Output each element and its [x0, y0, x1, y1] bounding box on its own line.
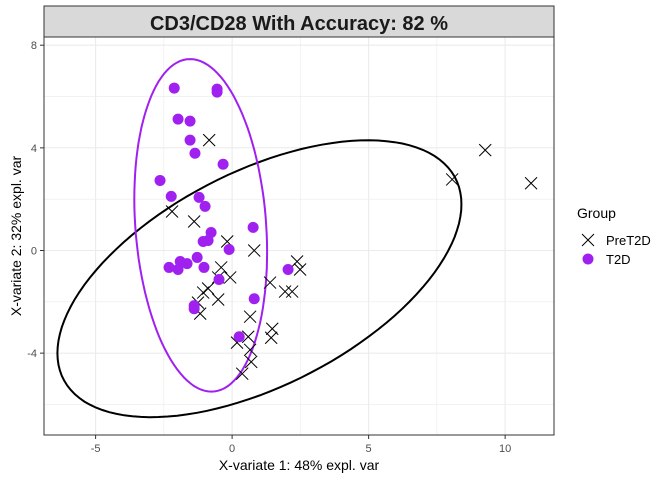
point-t2d	[233, 331, 245, 343]
point-t2d	[172, 113, 184, 125]
point-pret2d	[235, 367, 249, 381]
grid	[44, 37, 554, 435]
legend-title: Group	[577, 205, 616, 221]
point-t2d	[217, 158, 229, 170]
point-t2d	[282, 263, 294, 275]
point-t2d	[189, 147, 201, 159]
point-pret2d	[247, 244, 261, 257]
legend-label: T2D	[606, 252, 631, 267]
y-tick-label: -4	[27, 348, 37, 360]
y-axis-label: X-variate 2: 32% expl. var	[8, 156, 24, 317]
plot-background	[44, 37, 554, 435]
point-pret2d	[243, 343, 257, 357]
ellipses	[56, 58, 463, 419]
point-t2d	[191, 251, 203, 263]
point-t2d	[248, 293, 260, 305]
point-t2d	[213, 273, 225, 285]
ellipse-pret2d	[56, 139, 463, 419]
x-ticks: -5 0 5 10	[91, 435, 511, 455]
legend-item-t2d: T2D	[582, 252, 631, 267]
point-pret2d	[293, 263, 307, 276]
point-pret2d	[241, 330, 255, 344]
point-t2d	[163, 261, 175, 273]
x-tick-label: 0	[229, 443, 235, 455]
y-ticks: -4 0 4 8	[27, 40, 44, 360]
point-pret2d	[196, 286, 210, 299]
x-axis-label: X-variate 1: 48% expl. var	[219, 457, 380, 473]
point-t2d	[211, 86, 223, 98]
point-pret2d	[211, 293, 225, 306]
point-pret2d	[264, 331, 278, 345]
x-tick-label: -5	[91, 443, 101, 455]
point-pret2d	[290, 255, 304, 268]
point-t2d	[223, 243, 235, 255]
point-t2d	[197, 236, 209, 248]
point-pret2d	[524, 176, 538, 190]
y-tick-label: 8	[31, 40, 37, 52]
point-t2d	[181, 258, 193, 270]
points	[154, 82, 538, 381]
point-t2d	[247, 221, 259, 233]
legend-cross-icon	[581, 233, 595, 247]
ellipse-t2d	[133, 58, 269, 393]
chart-title: CD3/CD28 With Accuracy: 82 %	[150, 13, 448, 35]
point-t2d	[184, 115, 196, 127]
point-t2d	[198, 261, 210, 273]
point-t2d	[172, 263, 184, 275]
point-pret2d	[285, 285, 299, 298]
legend: Group PreT2D T2D	[577, 205, 651, 267]
point-pret2d	[244, 355, 258, 369]
y-tick-label: 0	[31, 245, 37, 257]
point-t2d	[168, 82, 180, 94]
point-t2d	[154, 174, 166, 186]
point-pret2d	[165, 205, 179, 218]
y-tick-label: 4	[31, 143, 37, 155]
point-t2d	[199, 200, 211, 212]
plot-border	[43, 36, 555, 436]
x-tick-label: 5	[366, 443, 372, 455]
legend-item-pret2d: PreT2D	[581, 233, 651, 248]
point-pret2d	[214, 261, 228, 274]
point-pret2d	[202, 133, 216, 147]
point-t2d	[165, 190, 177, 202]
x-tick-label: 10	[499, 443, 511, 455]
point-pret2d	[201, 282, 215, 295]
point-t2d	[184, 134, 196, 146]
point-pret2d	[445, 173, 459, 186]
point-t2d	[193, 191, 205, 203]
point-pret2d	[263, 276, 277, 289]
title-strip	[43, 5, 555, 38]
point-pret2d	[278, 285, 292, 298]
point-pret2d	[478, 143, 492, 157]
point-t2d	[188, 303, 200, 315]
legend-label: PreT2D	[606, 233, 651, 248]
point-pret2d	[223, 271, 237, 284]
point-pret2d	[243, 310, 257, 324]
legend-dot-icon	[582, 253, 594, 265]
point-pret2d	[187, 215, 201, 228]
